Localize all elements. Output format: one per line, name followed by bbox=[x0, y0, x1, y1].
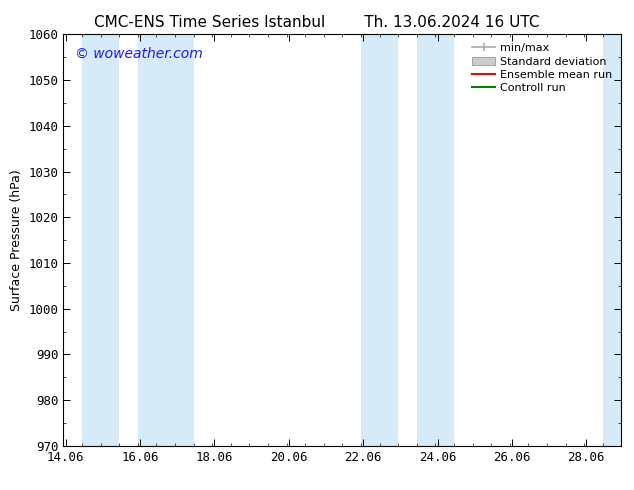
Legend: min/max, Standard deviation, Ensemble mean run, Controll run: min/max, Standard deviation, Ensemble me… bbox=[468, 39, 617, 98]
Y-axis label: Surface Pressure (hPa): Surface Pressure (hPa) bbox=[10, 169, 23, 311]
Text: © woweather.com: © woweather.com bbox=[75, 47, 202, 61]
Bar bbox=[138, 34, 193, 446]
Text: CMC-ENS Time Series Istanbul        Th. 13.06.2024 16 UTC: CMC-ENS Time Series Istanbul Th. 13.06.2… bbox=[94, 15, 540, 30]
Bar bbox=[603, 34, 621, 446]
Bar bbox=[417, 34, 454, 446]
Bar bbox=[82, 34, 119, 446]
Bar bbox=[361, 34, 398, 446]
